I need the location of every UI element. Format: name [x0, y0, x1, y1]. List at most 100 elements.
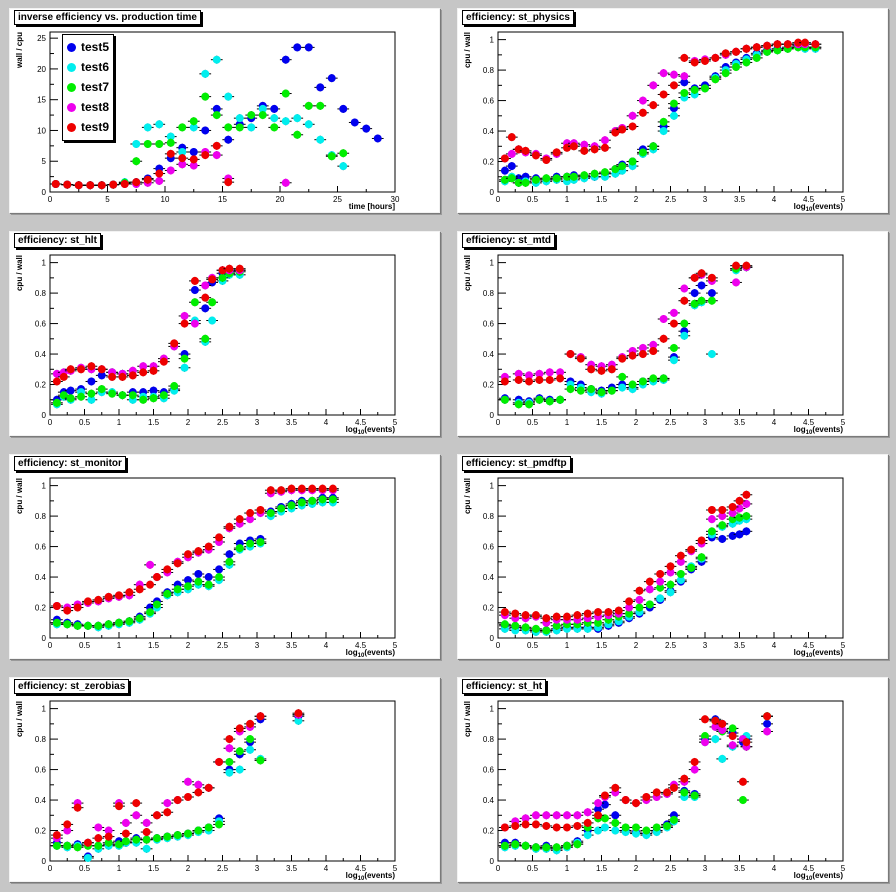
data-point [618, 383, 627, 392]
data-point [652, 788, 661, 797]
series-test8 [499, 40, 822, 163]
x-tick-label: 0 [48, 641, 53, 650]
data-point [373, 134, 382, 143]
data-point [204, 542, 213, 551]
data-point [600, 791, 609, 800]
data-point [246, 539, 255, 548]
data-point [597, 388, 606, 397]
data-point [500, 166, 509, 175]
data-point [707, 527, 716, 536]
data-point [600, 136, 609, 145]
series-test7 [499, 712, 773, 852]
data-point [663, 788, 672, 797]
data-point [556, 374, 565, 383]
data-point [587, 365, 596, 374]
data-point [86, 181, 95, 190]
x-tick-label: 5 [393, 641, 398, 650]
data-point [287, 501, 296, 510]
data-point [73, 621, 82, 630]
data-point [742, 527, 751, 536]
data-point [121, 837, 130, 846]
data-point [514, 369, 523, 378]
y-axis-title: cpu / wall [15, 255, 24, 291]
data-point [215, 533, 224, 542]
data-point [707, 515, 716, 524]
x-tick-label: 5 [841, 418, 846, 427]
series-test7 [51, 710, 305, 852]
data-point [87, 362, 96, 371]
data-point [742, 512, 751, 521]
data-point [74, 181, 83, 190]
y-tick-label: 0.2 [483, 158, 495, 167]
data-point [531, 611, 540, 620]
data-point [143, 123, 152, 132]
data-point [690, 58, 699, 67]
data-point [258, 111, 267, 120]
data-point [590, 169, 599, 178]
data-point [763, 47, 772, 56]
data-point [728, 724, 737, 733]
data-point [531, 175, 540, 184]
data-point [297, 498, 306, 507]
data-point [270, 123, 279, 132]
data-point [569, 172, 578, 181]
data-point [246, 509, 255, 518]
data-point [52, 831, 61, 840]
x-tick-label: 3 [703, 641, 708, 650]
series-test6 [51, 498, 339, 632]
data-point [328, 484, 337, 493]
x-tick-label: 1.5 [596, 418, 608, 427]
data-point [600, 168, 609, 177]
chart-title: efficiency: st_mtd [462, 233, 556, 248]
x-tick-label: 5 [393, 418, 398, 427]
y-tick-label: 0.8 [35, 289, 47, 298]
x-tick-label: 0.5 [527, 864, 539, 873]
data-point [235, 765, 244, 774]
data-point [128, 391, 137, 400]
y-tick-label: 0 [42, 634, 47, 643]
data-point [173, 559, 182, 568]
x-tick-label: 2.5 [665, 195, 677, 204]
data-point [611, 165, 620, 174]
data-point [794, 38, 803, 47]
y-tick-label: 0 [490, 634, 495, 643]
plot-frame [497, 477, 844, 639]
data-point [63, 620, 72, 629]
data-point [184, 582, 192, 591]
data-point [218, 266, 227, 275]
data-point [152, 811, 161, 820]
data-point [638, 343, 647, 352]
data-point [224, 123, 233, 132]
data-point [521, 146, 530, 155]
data-point [180, 363, 189, 372]
data-point [132, 140, 141, 148]
y-tick-label: 0.4 [35, 796, 47, 805]
data-point [132, 157, 141, 166]
plot-frame [49, 477, 396, 639]
x-tick-label: 5 [841, 195, 846, 204]
data-point [573, 840, 582, 849]
data-point [721, 69, 730, 78]
data-point [642, 793, 651, 801]
data-point [811, 40, 820, 49]
chart-pad: 0 0.5 1 1.5 2 2.5 3 3.5 4 4.5 5 0 0.2 0.4 0.6 0.8 1 log10… [9, 231, 440, 436]
y-tick-label: 0 [42, 411, 47, 420]
data-point [59, 391, 68, 400]
x-tick-label: 1 [565, 864, 570, 873]
data-point [135, 614, 144, 623]
data-point [208, 316, 217, 325]
data-point [594, 799, 603, 808]
x-tick-label: 3 [703, 418, 708, 427]
data-point [212, 141, 221, 150]
data-point [573, 811, 582, 820]
data-point [690, 85, 699, 94]
data-point [212, 111, 221, 120]
data-point [212, 55, 221, 64]
data-point [83, 853, 92, 862]
data-point [281, 178, 290, 187]
data-point [246, 719, 255, 728]
data-point [97, 371, 106, 380]
x-tick-label: 4.5 [803, 418, 815, 427]
data-point [225, 744, 234, 753]
data-point [618, 354, 627, 363]
